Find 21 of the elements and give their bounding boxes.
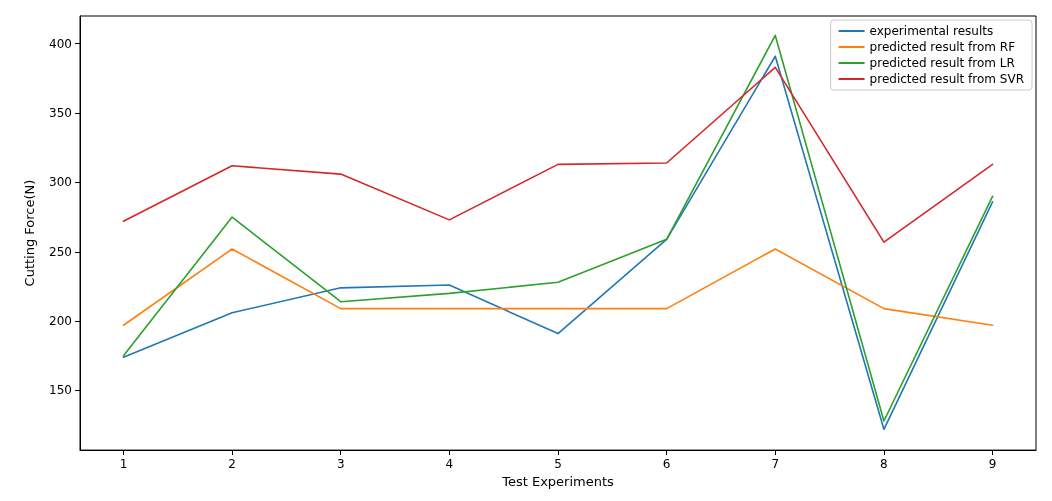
y-tick-label: 350 bbox=[49, 106, 72, 121]
x-tick-label: 8 bbox=[880, 457, 888, 472]
x-tick-label: 6 bbox=[662, 457, 671, 472]
legend-label: predicted result from RF bbox=[869, 40, 1016, 54]
legend-label: predicted result from LR bbox=[869, 56, 1015, 70]
y-tick-label: 200 bbox=[49, 314, 72, 329]
x-axis-title: Test Experiments bbox=[501, 474, 615, 489]
y-tick-label: 400 bbox=[49, 36, 72, 51]
x-tick-label: 5 bbox=[554, 457, 562, 472]
x-tick-label: 9 bbox=[988, 457, 997, 472]
legend-label: experimental results bbox=[869, 24, 994, 38]
x-tick-label: 3 bbox=[336, 457, 345, 472]
x-tick-label: 4 bbox=[445, 457, 454, 472]
legend-label: predicted result from SVR bbox=[869, 72, 1024, 86]
y-axis-title: Cutting Force(N) bbox=[22, 179, 37, 287]
x-tick-label: 2 bbox=[228, 457, 236, 472]
y-tick-label: 150 bbox=[49, 383, 72, 398]
y-tick-label: 250 bbox=[49, 244, 72, 259]
x-tick-label: 1 bbox=[119, 457, 128, 472]
x-tick-label: 7 bbox=[771, 457, 780, 472]
y-tick-label: 300 bbox=[49, 175, 72, 190]
